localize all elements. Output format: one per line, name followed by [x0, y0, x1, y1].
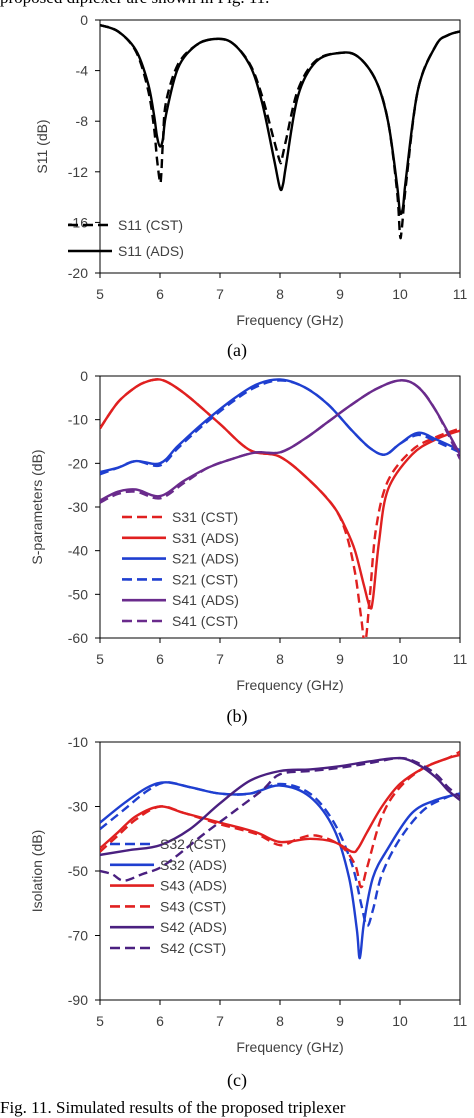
isolation-chart: 5 6 7 8 9 10 11 -10 -30 -50 -70 -90 Frequency (GHz) I…	[29, 734, 468, 1055]
legend-entry: S41 (CST)	[172, 613, 238, 629]
legend-entry: S11 (CST)	[118, 217, 183, 233]
legend-entry: S42 (ADS)	[160, 919, 227, 935]
x-axis-label: Frequency (GHz)	[236, 312, 343, 328]
x-tick-label: 9	[336, 651, 344, 667]
legend-entry: S31 (CST)	[172, 509, 238, 525]
s-parameters-chart: 5 6 7 8 9 10 11 0 -10 -20 -30 -40 -50 -60 Frequency (G…	[29, 368, 468, 693]
series-line-s31-cst	[100, 378, 460, 638]
x-tick-label: 11	[453, 651, 468, 667]
y-axis-label: S-parameters (dB)	[29, 449, 45, 564]
x-tick-label: 8	[276, 651, 284, 667]
x-tick-label: 10	[392, 286, 408, 302]
series-line-s32-cst	[100, 781, 460, 928]
x-tick-label: 7	[216, 1013, 224, 1029]
y-tick-label: -50	[68, 586, 88, 602]
x-tick-label: 11	[453, 1013, 468, 1029]
legend-entry: S42 (CST)	[160, 940, 226, 956]
y-tick-label: -10	[68, 412, 88, 428]
x-tick-label: 6	[156, 1013, 164, 1029]
legend-entry: S41 (ADS)	[172, 592, 239, 608]
x-tick-label: 5	[96, 286, 104, 302]
legend-entry: S31 (ADS)	[172, 530, 239, 546]
series-line-s21-cst	[100, 379, 460, 476]
series-line-s32-ads	[100, 781, 460, 960]
series-line-s21-ads	[100, 378, 460, 474]
series-line-s43-ads	[100, 753, 460, 854]
y-tick-label: -4	[76, 63, 89, 79]
plot-frame	[99, 375, 461, 639]
x-tick-label: 7	[216, 651, 224, 667]
series-line-s11-ads	[100, 23, 460, 216]
s11-chart: 5 6 7 8 9 10 11 0 -4 -8 -12 -16 -20 Frequency (GHz) S1…	[34, 12, 468, 328]
x-tick-label: 7	[216, 286, 224, 302]
legend-entry: S21 (CST)	[172, 571, 238, 587]
y-tick-label: -30	[68, 499, 88, 515]
x-axis-label: Frequency (GHz)	[236, 677, 343, 693]
figure-caption-text: Fig. 11. Simulated results of the propos…	[0, 1098, 346, 1117]
x-tick-label: 9	[336, 286, 344, 302]
y-tick-label: -20	[68, 455, 88, 471]
legend-entry: S32 (CST)	[160, 836, 226, 852]
x-tick-label: 10	[392, 651, 408, 667]
legend-entry: S43 (CST)	[160, 898, 226, 914]
series-line-s42-cst	[100, 756, 460, 882]
legend-entry: S11 (ADS)	[118, 243, 184, 259]
series-line-s43-cst	[100, 750, 460, 889]
y-tick-label: 0	[80, 368, 88, 384]
y-tick-label: -12	[68, 164, 88, 180]
series-line-s31-ads	[100, 378, 460, 610]
series-line-s42-ads	[100, 756, 460, 857]
x-axis-label: Frequency (GHz)	[236, 1039, 343, 1055]
legend-entry: S43 (ADS)	[160, 878, 227, 894]
y-tick-label: -90	[68, 992, 88, 1008]
cut-off-top-text: proposed diplexer are shown in Fig. 11.	[0, 0, 269, 8]
x-tick-label: 8	[276, 1013, 284, 1029]
y-tick-label: -16	[68, 214, 88, 230]
y-tick-label: 0	[80, 12, 88, 28]
plot-frame	[99, 19, 461, 274]
x-tick-label: 6	[156, 651, 164, 667]
x-tick-label: 9	[336, 1013, 344, 1029]
caption-b: (b)	[226, 706, 248, 726]
series-line-s41-cst	[100, 379, 460, 504]
y-tick-label: -8	[76, 113, 89, 129]
x-tick-label: 6	[156, 286, 164, 302]
y-tick-label: -40	[68, 543, 88, 559]
legend-entry: S32 (ADS)	[160, 857, 227, 873]
x-tick-label: 5	[96, 651, 104, 667]
x-tick-label: 11	[453, 286, 468, 302]
x-tick-label: 8	[276, 286, 284, 302]
x-tick-label: 5	[96, 1013, 104, 1029]
x-tick-label: 10	[392, 1013, 408, 1029]
y-tick-label: -20	[68, 265, 88, 281]
y-axis-label: S11 (dB)	[34, 119, 50, 173]
y-tick-label: -70	[68, 928, 88, 944]
caption-c: (c)	[227, 1070, 247, 1090]
y-axis-label: Isolation (dB)	[29, 830, 45, 912]
series-line-s11-cst	[100, 23, 460, 240]
y-tick-label: -50	[68, 863, 88, 879]
y-tick-label: -10	[68, 734, 88, 750]
y-tick-label: -30	[68, 799, 88, 815]
legend-entry: S21 (ADS)	[172, 551, 239, 567]
caption-a: (a)	[227, 340, 247, 360]
y-tick-label: -60	[68, 630, 88, 646]
